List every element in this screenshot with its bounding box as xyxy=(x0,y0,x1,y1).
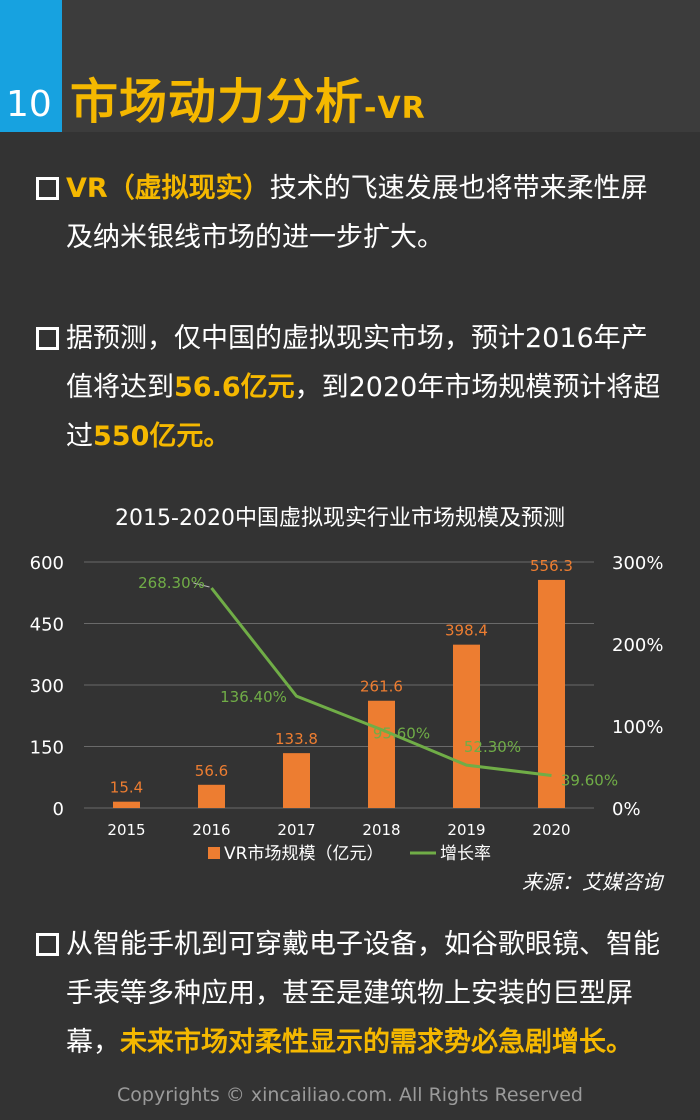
y-left-tick-label: 450 xyxy=(30,615,64,636)
bullet-body: 从智能手机到可穿戴电子设备，如谷歌眼镜、智能手表等多种应用，甚至是建筑物上安装的… xyxy=(66,929,660,1058)
bullet-body-part1: 据预测，仅中国的虚拟现实市场，预计2016年产值将达到 xyxy=(66,323,648,403)
bullet-flexible-display-demand: 从智能手机到可穿戴电子设备，如谷歌眼镜、智能手表等多种应用，甚至是建筑物上安装的… xyxy=(36,920,666,1067)
y-right-tick-label: 300% xyxy=(612,553,663,574)
bullet-highlight: VR（虚拟现实） xyxy=(66,173,270,204)
header-accent-stripe xyxy=(0,0,62,132)
bullet-highlight-2016-value: 56.6亿元 xyxy=(174,372,295,403)
legend-bar-label: VR市场规模（亿元） xyxy=(224,844,383,864)
y-right-tick-label: 200% xyxy=(612,635,663,656)
y-left-tick-label: 0 xyxy=(53,799,64,820)
bullet-text: VR（虚拟现实）技术的飞速发展也将带来柔性屏及纳米银线市场的进一步扩大。 xyxy=(36,164,666,262)
bar-2018 xyxy=(368,700,395,808)
page-title-main: 市场动力分析 xyxy=(70,74,365,130)
x-tick-label: 2018 xyxy=(362,821,400,839)
y-right-tick-label: 100% xyxy=(612,717,663,738)
bar-value-label: 56.6 xyxy=(195,762,228,780)
page-title: 市场动力分析-VR xyxy=(70,62,426,132)
bar-value-label: 556.3 xyxy=(530,557,573,575)
square-bullet-icon xyxy=(36,933,59,956)
copyright-footer: Copyrights © xincailiao.com. All Rights … xyxy=(117,1084,583,1106)
bar-value-label: 15.4 xyxy=(110,779,143,797)
line-value-label: 268.30% xyxy=(138,574,205,592)
bullet-text: 从智能手机到可穿戴电子设备，如谷歌眼镜、智能手表等多种应用，甚至是建筑物上安装的… xyxy=(36,920,666,1067)
bar-2015 xyxy=(113,801,140,808)
bullet-text: 据预测，仅中国的虚拟现实市场，预计2016年产值将达到56.6亿元，到2020年… xyxy=(36,314,666,461)
page-title-suffix: -VR xyxy=(364,91,426,126)
y-right-tick-label: 0% xyxy=(612,799,641,820)
bar-value-label: 133.8 xyxy=(275,730,318,748)
market-size-chart: 0 150 300 450 600 0% 100% 200% 300% 15.4 56.6 133.8… xyxy=(30,553,664,864)
source-note: 来源：艾媒咨询 xyxy=(522,870,662,894)
y-left-tick-label: 300 xyxy=(30,676,64,697)
bullet-vr-technology: VR（虚拟现实）技术的飞速发展也将带来柔性屏及纳米银线市场的进一步扩大。 xyxy=(36,164,666,262)
x-tick-label: 2015 xyxy=(107,821,145,839)
bullet-market-forecast: 据预测，仅中国的虚拟现实市场，预计2016年产值将达到56.6亿元，到2020年… xyxy=(36,314,666,461)
header-bar: 10 市场动力分析-VR xyxy=(0,0,700,132)
y-left-tick-label: 150 xyxy=(30,738,64,759)
bar-2019 xyxy=(453,644,480,808)
legend-bar-swatch xyxy=(208,847,220,859)
x-tick-label: 2016 xyxy=(192,821,230,839)
line-value-label: 39.60% xyxy=(561,772,618,790)
square-bullet-icon xyxy=(36,327,59,350)
bullet-highlight: 未来市场对柔性显示的需求势必急剧增长。 xyxy=(120,1027,633,1058)
x-tick-label: 2017 xyxy=(277,821,315,839)
section-number: 10 xyxy=(6,84,52,125)
bar-2017 xyxy=(283,753,310,808)
line-value-label: 52.30% xyxy=(464,738,521,756)
x-tick-label: 2019 xyxy=(447,821,485,839)
bullet-highlight-2020-value: 550亿元。 xyxy=(93,421,231,452)
square-bullet-icon xyxy=(36,177,59,200)
bar-value-label: 261.6 xyxy=(360,678,403,696)
bar-value-label: 398.4 xyxy=(445,622,488,640)
bullet-body: 技术的飞速发展也将带来柔性屏及纳米银线市场的进一步扩大。 xyxy=(66,173,648,253)
chart-title: 2015-2020中国虚拟现实行业市场规模及预测 xyxy=(115,506,565,531)
legend-line-label: 增长率 xyxy=(440,844,491,864)
growth-rate-line xyxy=(210,587,552,778)
x-tick-label: 2020 xyxy=(532,821,570,839)
data-label-leader-line xyxy=(193,582,210,588)
y-left-tick-label: 600 xyxy=(30,553,64,574)
bullet-body-part2: ，到2020年市场规模预计将超过 xyxy=(66,372,661,452)
bar-2020 xyxy=(538,579,565,808)
line-value-label: 95.60% xyxy=(373,725,430,743)
line-value-label: 136.40% xyxy=(220,688,287,706)
bar-2016 xyxy=(198,784,225,808)
